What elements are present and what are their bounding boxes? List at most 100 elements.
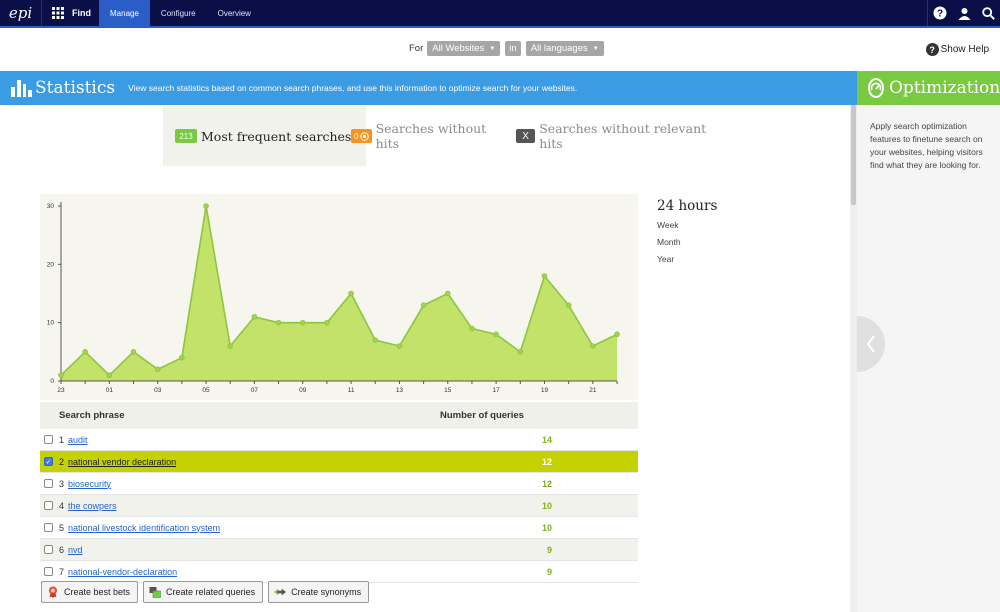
table-row[interactable]: 7 national-vendor-declaration 9 [40, 561, 638, 583]
data-point [299, 319, 306, 326]
tab-manage[interactable]: Manage [99, 0, 150, 26]
row-checkbox[interactable] [44, 435, 53, 444]
row-checkbox[interactable] [44, 479, 53, 488]
data-point [493, 331, 499, 338]
series-line [60, 205, 618, 377]
data-point [106, 372, 113, 378]
language-dropdown[interactable]: All languages ▼ [525, 41, 604, 56]
query-count: 10 [542, 522, 553, 533]
data-point [444, 290, 451, 297]
column-header-count[interactable]: Number of queries [440, 410, 524, 421]
row-checkbox[interactable] [44, 545, 53, 554]
column-header-phrase[interactable]: Search phrase [59, 410, 125, 421]
website-dropdown-value: All Websites [432, 43, 485, 54]
apps-grid-icon[interactable] [46, 0, 70, 26]
create-best-bets-button[interactable]: Create best bets [41, 581, 139, 603]
row-checkbox[interactable] [44, 523, 53, 532]
search-phrase-link[interactable]: audit [68, 434, 88, 445]
table-body: 1 audit 14 ✓ 2 national vendor declaration 12 3… [40, 429, 638, 583]
top-navigation-bar: epi Find Manage Configure Overview ? [0, 0, 1000, 28]
data-point [179, 354, 185, 361]
row-checkbox[interactable] [44, 501, 53, 510]
language-dropdown-value: All languages [530, 43, 588, 54]
data-point [58, 372, 64, 378]
data-point [82, 349, 88, 355]
time-range-current: 24 hours [657, 198, 718, 214]
website-dropdown[interactable]: All Websites ▼ [427, 41, 501, 56]
search-frequency-chart: 0 10 20 30 23 01 03 05 07 09 11 13 15 17 19 21 [40, 194, 638, 400]
data-point [517, 349, 524, 355]
time-range-month[interactable]: Month [657, 237, 681, 247]
data-point [396, 343, 403, 349]
y-tick-label: 30 [47, 203, 55, 210]
row-checkbox[interactable] [44, 567, 53, 576]
tab-most-frequent-searches[interactable]: 213 Most frequent searches [163, 106, 366, 166]
x-tick-label: 13 [396, 387, 404, 394]
table-row[interactable]: 4 the cowpers 10 [40, 495, 638, 517]
user-icon[interactable] [952, 0, 976, 26]
search-phrase-link[interactable]: national livestock identification system [68, 522, 221, 533]
search-icon[interactable] [976, 0, 1000, 26]
query-count: 12 [542, 478, 553, 489]
x-tick-label: 07 [251, 387, 259, 394]
table-row[interactable]: 6 nvd 9 [40, 539, 638, 561]
tab-searches-without-relevant-hits[interactable]: X Searches without relevant hits [516, 106, 726, 166]
show-help-label: Show Help [940, 44, 989, 55]
help-icon[interactable]: ? [928, 0, 952, 26]
create-best-bets-label: Create best bets [64, 587, 131, 597]
question-icon: ? [925, 43, 939, 56]
time-range-week[interactable]: Week [657, 220, 679, 230]
search-phrase-link[interactable]: nvd [68, 544, 83, 555]
y-tick-label: 10 [47, 320, 55, 327]
x-tick-label: 21 [589, 387, 597, 394]
y-tick-label: 20 [47, 261, 55, 268]
statistics-title: Statistics [35, 78, 116, 98]
scrollbar-thumb[interactable] [851, 105, 856, 205]
x-tick-label: 11 [348, 387, 355, 394]
create-related-queries-button[interactable]: Create related queries [143, 581, 264, 603]
chevron-down-icon: ▼ [489, 45, 496, 52]
statistics-header: Statistics View search statistics based … [0, 71, 857, 105]
svg-text:?: ? [937, 9, 943, 20]
site-language-filter: For All Websites ▼ in All languages ▼ [409, 41, 608, 56]
query-count: 12 [542, 456, 553, 467]
row-rank: 6 [59, 544, 65, 555]
target-icon: 0 [351, 129, 372, 143]
search-phrase-link[interactable]: biosecurity [68, 478, 112, 489]
table-row[interactable]: 1 audit 14 [40, 429, 638, 451]
tab-configure[interactable]: Configure [160, 8, 196, 18]
table-row[interactable]: ✓ 2 national vendor declaration 12 [40, 451, 638, 473]
award-ribbon-icon [47, 586, 59, 598]
tab-overview[interactable]: Overview [217, 8, 251, 18]
row-checkbox[interactable]: ✓ [44, 457, 53, 466]
create-synonyms-button[interactable]: Create synonyms [268, 581, 370, 603]
swap-arrows-icon [274, 586, 287, 598]
query-count: 9 [547, 566, 553, 577]
epi-logo-icon[interactable]: epi [0, 0, 42, 26]
y-tick-label: 0 [50, 378, 54, 385]
time-range-selector: 24 hours Week Month Year [657, 198, 717, 271]
time-range-year[interactable]: Year [657, 254, 675, 264]
x-tick-label: 19 [541, 387, 549, 394]
search-phrase-link[interactable]: national vendor declaration [68, 456, 177, 467]
optimization-header[interactable]: Optimization [857, 71, 1000, 105]
search-phrase-link[interactable]: the cowpers [68, 500, 117, 511]
table-row[interactable]: 3 biosecurity 12 [40, 473, 638, 495]
create-synonyms-label: Create synonyms [291, 587, 362, 597]
tab-searches-without-hits[interactable]: 0 Searches without hits [351, 106, 511, 166]
main-scrollbar[interactable] [850, 105, 857, 612]
row-rank: 1 [59, 434, 65, 445]
create-related-queries-label: Create related queries [166, 587, 256, 597]
data-point [372, 337, 379, 343]
x-tick-label: 09 [299, 387, 307, 394]
data-point [469, 325, 475, 332]
row-rank: 5 [59, 522, 65, 533]
tab-label: Searches without hits [375, 121, 487, 151]
table-row[interactable]: 5 national livestock identification syste… [40, 517, 638, 539]
search-phrase-link[interactable]: national-vendor-declaration [68, 566, 178, 577]
data-point [324, 319, 330, 326]
tab-label: Most frequent searches [201, 128, 352, 144]
statistics-description: View search statistics based on common s… [128, 83, 578, 93]
show-help-button[interactable]: ? Show Help [925, 43, 989, 56]
data-point [275, 319, 282, 326]
